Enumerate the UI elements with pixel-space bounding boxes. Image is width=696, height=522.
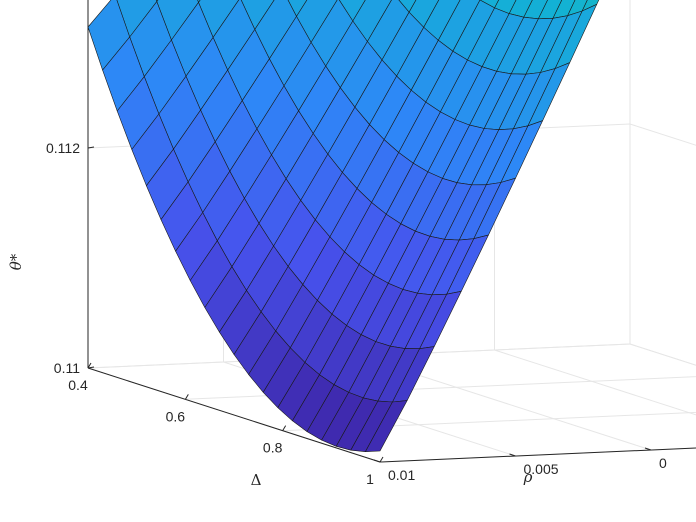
z-axis-label: θ* <box>7 253 25 270</box>
axes <box>87 0 696 463</box>
z-tick-label: 0.112 <box>46 140 80 156</box>
x-tick-label: 0.4 <box>68 377 88 393</box>
z-tick-mark <box>87 146 95 149</box>
z-tick-mark <box>87 366 95 369</box>
tick-labels: 0.40.60.81-0.01-0.00500.0050.010.110.112… <box>46 140 667 487</box>
x-tick-label: 0.6 <box>166 408 186 424</box>
y-tick-label: 0.005 <box>524 461 559 477</box>
x-tick-label: 0.8 <box>263 440 283 456</box>
x-tick-mark <box>282 425 287 431</box>
gridline-x <box>282 411 696 432</box>
x-tick-mark <box>379 456 384 463</box>
x-tick-mark <box>87 362 92 369</box>
y-axis-label: ρ <box>523 468 533 486</box>
x-axis-line <box>87 367 381 463</box>
gridline-y <box>629 0 696 366</box>
y-tick-label: 0 <box>659 455 667 471</box>
y-axis-line <box>379 447 696 463</box>
x-axis-label: Δ <box>251 471 262 489</box>
z-tick-label: 0.11 <box>54 360 80 376</box>
x-tick-label: 1 <box>366 471 374 487</box>
x-tick-mark <box>184 394 189 400</box>
y-tick-mark <box>644 447 652 451</box>
y-tick-label: 0.01 <box>388 467 415 483</box>
surface-plot <box>87 0 600 453</box>
y-tick-mark <box>373 459 381 463</box>
surface-facet <box>365 400 408 453</box>
y-tick-mark <box>509 453 516 457</box>
